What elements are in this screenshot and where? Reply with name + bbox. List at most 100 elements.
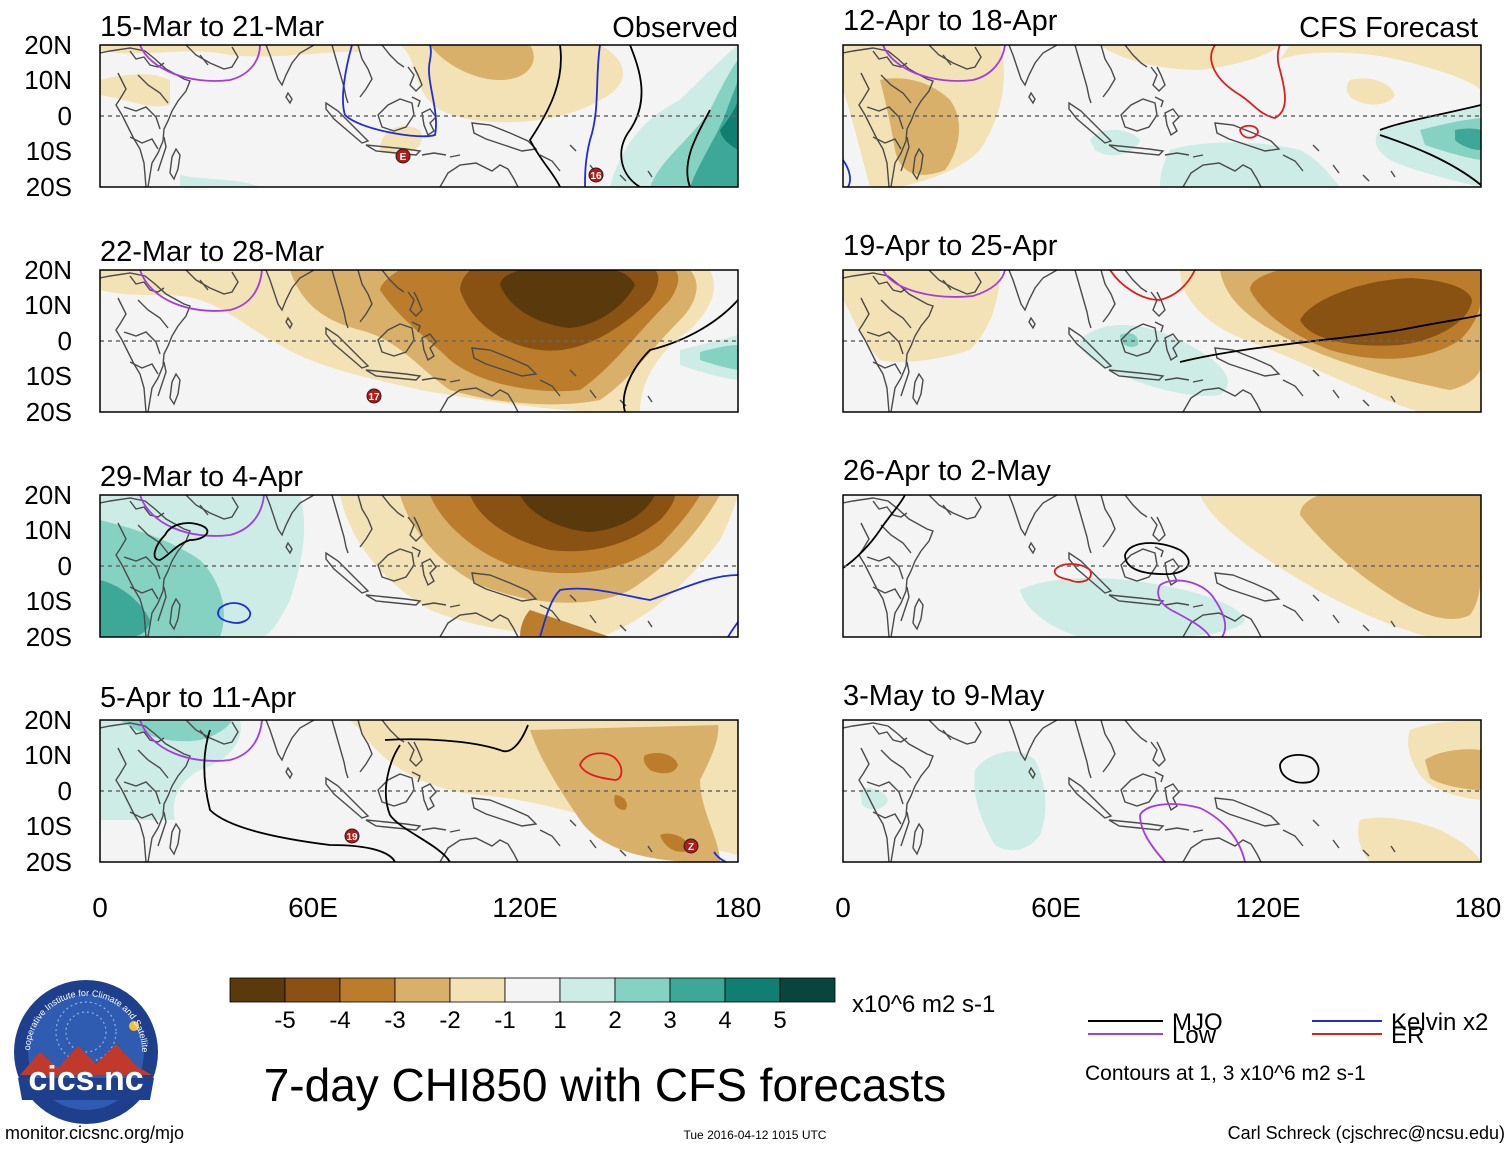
panel-title: 3-May to 9-May [843, 680, 1045, 712]
svg-text:0: 0 [58, 776, 72, 806]
obs-panel-3 [99, 494, 739, 638]
lat-axis-3: 20N 10N 0 10S 20S [24, 480, 72, 652]
svg-text:MJO: MJO [1172, 1009, 1223, 1036]
colorbar-tick: -3 [384, 1007, 405, 1034]
svg-text:180: 180 [1455, 892, 1502, 923]
colorbar-swatch [284, 977, 341, 1003]
svg-text:Low: Low [1172, 1022, 1217, 1049]
colorbar-swatch [504, 977, 561, 1003]
legend: MJO Kelvin x2 Low ER Contours at 1, 3 x1… [1085, 1009, 1488, 1085]
svg-text:10N: 10N [24, 515, 72, 545]
svg-text:19: 19 [346, 832, 358, 843]
svg-text:10N: 10N [24, 740, 72, 770]
svg-text:Z: Z [688, 842, 694, 853]
colorbar-swatch [394, 977, 451, 1003]
svg-text:E: E [400, 152, 407, 163]
svg-text:10N: 10N [24, 290, 72, 320]
obs-panel-4 [99, 719, 739, 863]
svg-text:20S: 20S [26, 622, 72, 652]
panel-title: 5-Apr to 11-Apr [100, 682, 296, 714]
colorbar-tick: 1 [553, 1007, 566, 1034]
colorbar-tick: -4 [329, 1007, 350, 1034]
svg-text:20S: 20S [26, 847, 72, 877]
main-title: 7-day CHI850 with CFS forecasts [264, 1059, 947, 1111]
cfs-panel-1 [842, 44, 1482, 188]
svg-text:0: 0 [58, 551, 72, 581]
colorbar-tick: -1 [494, 1007, 515, 1034]
svg-text:ER: ER [1391, 1022, 1424, 1049]
svg-text:20N: 20N [24, 480, 72, 510]
colorbar-swatch [229, 977, 286, 1003]
svg-text:10S: 10S [26, 361, 72, 391]
colorbar-swatch [449, 977, 506, 1003]
storm-marker: 17 [366, 388, 382, 404]
panel-title: 29-Mar to 4-Apr [100, 461, 303, 493]
legend-item-er: ER [1312, 1022, 1424, 1049]
svg-text:0: 0 [58, 326, 72, 356]
colorbar-tick: 3 [663, 1007, 676, 1034]
cfs-forecast-label: CFS Forecast [1299, 12, 1478, 44]
colorbar-tick: 5 [773, 1007, 786, 1034]
logo-text: cics.nc [28, 1060, 143, 1098]
footer-timestamp: Tue 2016-04-12 1015 UTC [684, 1128, 827, 1142]
svg-text:0: 0 [835, 892, 851, 923]
colorbar-tick: -5 [274, 1007, 295, 1034]
colorbar-swatch [779, 977, 836, 1003]
svg-text:20S: 20S [26, 172, 72, 202]
panel-title: 19-Apr to 25-Apr [843, 230, 1058, 262]
contour-note: Contours at 1, 3 x10^6 m2 s-1 [1085, 1062, 1366, 1085]
svg-text:16: 16 [590, 171, 602, 182]
svg-text:120E: 120E [492, 892, 557, 923]
svg-text:17: 17 [368, 392, 380, 403]
svg-text:20N: 20N [24, 705, 72, 735]
colorbar-tick: 4 [718, 1007, 731, 1034]
legend-item-low: Low [1088, 1022, 1217, 1049]
storm-marker: E [395, 148, 411, 164]
svg-text:60E: 60E [288, 892, 338, 923]
legend-item-kelvin: Kelvin x2 [1312, 1009, 1488, 1036]
lon-axis-left: 0 60E 120E 180 [92, 892, 761, 923]
svg-text:20S: 20S [26, 397, 72, 427]
svg-text:10S: 10S [26, 136, 72, 166]
storm-marker: Z [683, 838, 699, 854]
svg-text:Kelvin x2: Kelvin x2 [1391, 1009, 1488, 1036]
svg-text:20N: 20N [24, 255, 72, 285]
storm-marker: 19 [344, 828, 360, 844]
storm-marker: 16 [588, 167, 604, 183]
lon-axis-right: 0 60E 120E 180 [835, 892, 1501, 923]
svg-text:10N: 10N [24, 65, 72, 95]
obs-panel-2 [99, 269, 739, 413]
panel-title: 22-Mar to 28-Mar [100, 236, 324, 268]
footer-url: monitor.cicsnc.org/mjo [5, 1123, 184, 1143]
colorbar-swatch [559, 977, 616, 1003]
svg-text:180: 180 [715, 892, 762, 923]
svg-text:10S: 10S [26, 586, 72, 616]
colorbar-swatch [724, 977, 781, 1003]
colorbar-swatch [669, 977, 726, 1003]
colorbar-swatch [339, 977, 396, 1003]
svg-text:120E: 120E [1235, 892, 1300, 923]
obs-panel-1 [99, 44, 739, 188]
panel-title: 15-Mar to 21-Mar [100, 11, 324, 43]
observed-label: Observed [612, 12, 738, 44]
svg-text:0: 0 [58, 101, 72, 131]
lat-axis-4: 20N 10N 0 10S 20S [24, 705, 72, 877]
panel-title: 12-Apr to 18-Apr [843, 5, 1058, 37]
colorbar-tick: 2 [608, 1007, 621, 1034]
colorbar: -5 -4 -3 -2 -1 1 2 3 4 5 [229, 977, 836, 1034]
cfs-panel-3 [842, 494, 1482, 638]
units-label: x10^6 m2 s-1 [852, 991, 995, 1018]
lat-axis-2: 20N 10N 0 10S 20S [24, 255, 72, 427]
legend-item-mjo: MJO [1088, 1009, 1223, 1036]
lat-axis-1: 20N 10N 0 10S 20S [24, 30, 72, 202]
svg-text:60E: 60E [1031, 892, 1081, 923]
colorbar-tick: -2 [439, 1007, 460, 1034]
cfs-panel-2 [842, 269, 1482, 413]
cfs-panel-4 [842, 719, 1482, 863]
colorbar-swatch [614, 977, 671, 1003]
svg-text:10S: 10S [26, 811, 72, 841]
panel-title: 26-Apr to 2-May [843, 455, 1051, 487]
footer-author: Carl Schreck (cjschrec@ncsu.edu) [1228, 1123, 1505, 1143]
svg-text:0: 0 [92, 892, 108, 923]
